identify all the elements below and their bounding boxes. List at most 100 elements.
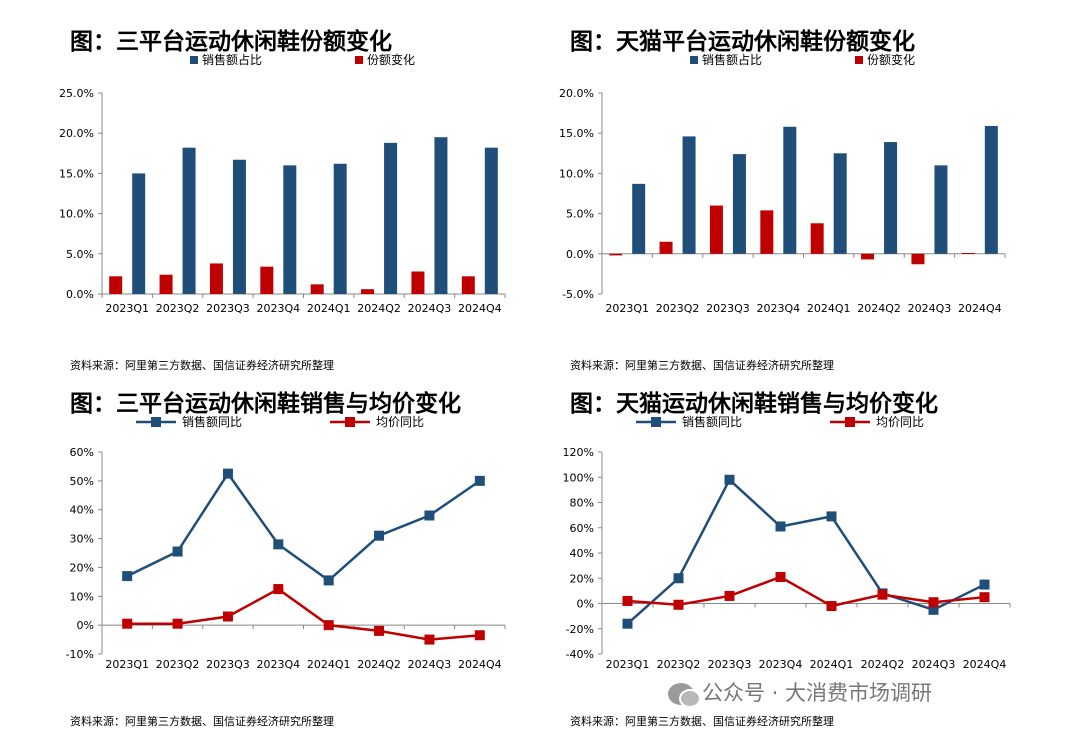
data-point	[424, 510, 435, 521]
bar-sales-share	[833, 153, 847, 254]
legend-label: 销售额占比	[702, 52, 762, 67]
series-line-sales-yoy	[626, 477, 986, 625]
bar-sales-share	[232, 159, 246, 294]
x-tick-label: 2023Q4	[256, 658, 300, 671]
x-tick-label: 2024Q2	[861, 658, 905, 671]
data-point	[273, 539, 284, 550]
data-point	[877, 589, 888, 600]
x-tick-label: 2023Q1	[105, 658, 149, 671]
data-point	[122, 618, 133, 629]
y-tick-label: 10%	[70, 590, 94, 603]
data-point	[775, 571, 786, 582]
data-point	[724, 474, 735, 485]
bar-share-change	[760, 210, 774, 254]
x-tick-label: 2024Q3	[408, 302, 452, 315]
x-tick-label: 2024Q3	[908, 302, 952, 315]
legend-label: 销售额同比	[682, 414, 742, 429]
x-tick-label: 2024Q2	[357, 658, 401, 671]
y-tick-label: -10%	[66, 648, 94, 661]
data-point	[673, 599, 684, 610]
bar-share-change	[659, 241, 673, 254]
series-line-price-yoy	[127, 587, 480, 641]
y-tick-label: 20%	[570, 572, 594, 585]
legend-label: 均价同比	[376, 415, 424, 429]
bar-share-change	[961, 252, 975, 254]
y-tick-label: 40%	[70, 504, 94, 517]
bar-sales-share	[732, 154, 746, 254]
y-tick-label: -5.0%	[562, 288, 594, 301]
legend-label: 销售额占比	[202, 52, 262, 67]
data-point	[273, 584, 284, 595]
legend-marker	[845, 417, 855, 427]
data-point	[374, 625, 385, 636]
watermark-text: 公众号 · 大消费市场调研	[702, 681, 933, 705]
chart-source: 资料来源：阿里第三方数据、国信证券经济研究所整理	[570, 359, 834, 372]
y-tick-label: 15.0%	[59, 167, 94, 180]
x-tick-label: 2024Q4	[958, 302, 1002, 315]
x-tick-label: 2023Q2	[657, 658, 701, 671]
x-tick-label: 2024Q3	[912, 658, 956, 671]
data-point	[122, 571, 133, 582]
y-tick-label: 5.0%	[66, 248, 94, 261]
data-point	[474, 630, 485, 641]
bar-sales-share	[632, 183, 646, 254]
chart-4-svg: -40% -20% 0% 20% 40% 60% 80% 100% 120% 2023Q1 2023…	[563, 414, 1011, 671]
chart-source: 资料来源：阿里第三方数据、国信证券经济研究所整理	[570, 715, 834, 728]
y-tick-label: 30%	[70, 533, 94, 546]
legend-marker	[151, 417, 161, 427]
y-tick-label: 40%	[570, 547, 594, 560]
bar-sales-share	[333, 163, 347, 294]
legend-label: 销售额同比	[182, 414, 242, 429]
y-tick-label: 20.0%	[559, 87, 594, 100]
bar-sales-share	[484, 147, 498, 294]
x-tick-label: 2023Q2	[156, 302, 200, 315]
x-tick-label: 2024Q4	[963, 658, 1007, 671]
data-point	[474, 475, 485, 486]
chart-title: 图：三平台运动休闲鞋份额变化	[70, 29, 392, 55]
bar-share-change	[411, 271, 425, 294]
series-line-sales-yoy	[126, 471, 481, 583]
bar-share-change	[310, 284, 324, 294]
x-tick-label: 2023Q3	[206, 302, 250, 315]
x-tick-label: 2023Q4	[256, 302, 300, 315]
data-point	[622, 595, 633, 606]
x-tick-label: 2024Q3	[408, 658, 452, 671]
y-tick-label: -20%	[566, 623, 594, 636]
bar-share-change	[361, 289, 375, 294]
x-tick-label: 2023Q1	[105, 302, 149, 315]
y-tick-label: 20.0%	[59, 127, 94, 140]
legend-marker	[651, 417, 661, 427]
bar-share-change	[109, 276, 123, 294]
y-tick-label: 0.0%	[566, 248, 594, 261]
y-tick-label: 60%	[70, 446, 94, 459]
chart-2-svg: -5.0% 0.0% 5.0% 10.0% 15.0% 20.0% 2023Q1 2023Q2…	[559, 52, 1006, 315]
y-tick-label: 80%	[570, 497, 594, 510]
data-point	[979, 579, 990, 590]
x-tick-label: 2023Q2	[656, 302, 700, 315]
x-tick-label: 2023Q3	[706, 302, 750, 315]
legend-swatch	[855, 56, 863, 64]
data-point	[172, 546, 183, 557]
y-tick-label: 50%	[70, 475, 94, 488]
bar-sales-share	[434, 137, 448, 294]
legend-swatch	[190, 56, 198, 64]
y-tick-label: 60%	[570, 522, 594, 535]
x-tick-label: 2023Q4	[756, 302, 800, 315]
x-tick-label: 2023Q4	[759, 658, 803, 671]
bar-share-change	[911, 253, 925, 265]
data-point	[424, 634, 435, 645]
data-point	[222, 611, 233, 622]
x-tick-label: 2024Q1	[810, 658, 854, 671]
legend-label: 均价同比	[876, 415, 924, 429]
y-tick-label: 25.0%	[59, 87, 94, 100]
y-tick-label: -40%	[566, 648, 594, 661]
x-tick-label: 2024Q1	[307, 302, 351, 315]
chart-title: 图：天猫平台运动休闲鞋份额变化	[570, 29, 915, 55]
y-tick-label: 10.0%	[559, 167, 594, 180]
bar-share-change	[159, 274, 173, 294]
data-point	[323, 620, 334, 631]
chart-source: 资料来源：阿里第三方数据、国信证券经济研究所整理	[70, 715, 334, 728]
bar-share-change	[209, 263, 223, 294]
legend-swatch	[355, 56, 363, 64]
series-line-price-yoy	[627, 575, 985, 608]
